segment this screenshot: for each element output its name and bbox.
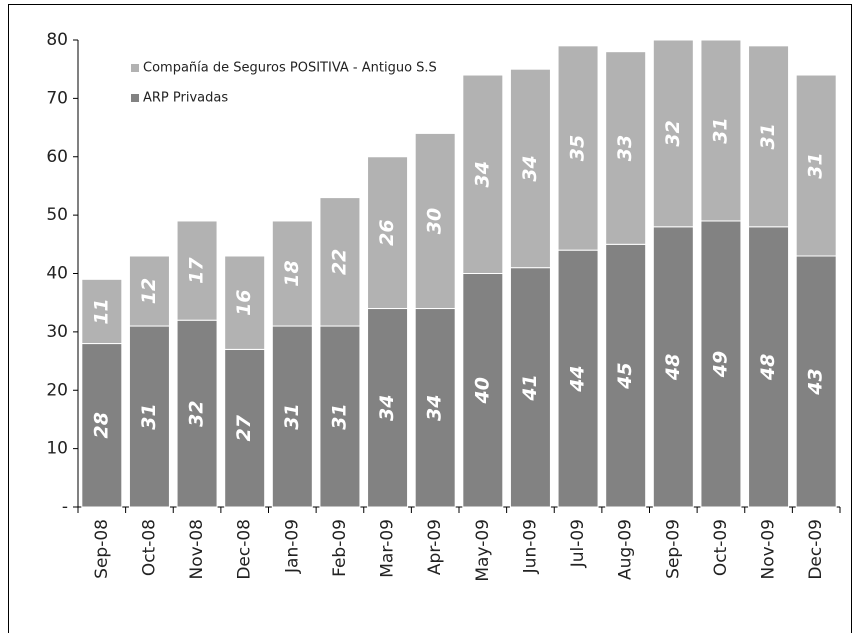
bar	[367, 156, 409, 310]
bar	[224, 348, 266, 508]
legend-label: Compañía de Seguros POSITIVA - Antiguo S…	[143, 61, 437, 76]
bar	[605, 51, 647, 245]
value-label: 11	[90, 298, 112, 324]
y-tick-label: -	[62, 497, 68, 517]
value-label: 31	[138, 403, 160, 429]
x-tick-label: Nov-09	[759, 519, 779, 580]
bar	[462, 273, 504, 508]
value-label: 27	[233, 414, 255, 441]
bar	[557, 45, 599, 251]
value-label: 31	[757, 123, 779, 149]
x-tick-label: May-09	[473, 519, 493, 582]
y-tick-label: 50	[46, 205, 68, 225]
y-tick-label: 10	[46, 439, 68, 459]
bar	[128, 255, 170, 327]
bar	[605, 243, 647, 508]
value-label: 32	[186, 400, 208, 426]
x-tick-label: Nov-08	[187, 519, 207, 580]
bar	[271, 325, 313, 508]
value-label: 28	[90, 412, 112, 438]
value-label: 31	[805, 152, 827, 178]
bar	[224, 255, 266, 350]
bar	[652, 39, 694, 228]
x-tick-label: Mar-09	[378, 519, 398, 578]
value-label: 31	[281, 403, 303, 429]
x-tick-label: Sep-08	[92, 519, 112, 579]
value-label: 35	[567, 135, 589, 161]
x-tick-label: Dec-09	[806, 519, 826, 580]
value-label: 34	[471, 161, 493, 187]
y-tick-label: 80	[46, 30, 68, 50]
y-tick-label: 70	[46, 88, 68, 108]
legend-swatch	[131, 94, 139, 102]
bar	[462, 74, 504, 275]
bar	[748, 45, 790, 228]
bar	[795, 74, 837, 257]
x-tick-label: Jul-09	[568, 519, 588, 568]
x-tick-label: Jun-09	[520, 519, 540, 574]
value-label: 34	[376, 395, 398, 421]
bar	[414, 132, 456, 310]
bar	[176, 319, 218, 508]
value-label: 34	[519, 155, 541, 181]
y-tick-label: 60	[46, 147, 68, 167]
value-label: 31	[328, 403, 350, 429]
value-label: 22	[328, 249, 350, 275]
value-label: 32	[662, 120, 684, 146]
y-tick-label: 20	[46, 380, 68, 400]
bar	[271, 220, 313, 327]
legend-swatch	[131, 64, 139, 72]
y-tick-label: 40	[46, 264, 68, 284]
bar	[319, 197, 361, 327]
value-label: 30	[424, 208, 446, 234]
bar	[652, 226, 694, 508]
legend-label: ARP Privadas	[143, 91, 228, 106]
value-label: 31	[709, 117, 731, 143]
value-label: 48	[757, 354, 779, 381]
bar	[176, 220, 218, 321]
y-tick-label: 30	[46, 322, 68, 342]
value-label: 40	[471, 377, 493, 404]
bar	[81, 343, 123, 508]
x-tick-label: Jan-09	[282, 519, 302, 574]
bar	[509, 68, 551, 269]
bar	[319, 325, 361, 508]
bar	[700, 220, 742, 508]
value-label: 12	[138, 278, 160, 304]
value-label: 26	[376, 219, 398, 245]
bar	[128, 325, 170, 508]
x-tick-label: Feb-09	[330, 519, 350, 577]
x-tick-label: Aug-09	[616, 519, 636, 580]
bar	[367, 308, 409, 508]
value-label: 18	[281, 260, 303, 286]
x-tick-label: Apr-09	[425, 519, 445, 575]
value-label: 17	[186, 257, 208, 284]
value-label: 48	[662, 354, 684, 381]
value-label: 49	[709, 351, 731, 378]
x-tick-label: Sep-09	[663, 519, 683, 579]
value-label: 43	[805, 368, 827, 395]
bar	[748, 226, 790, 508]
x-tick-label: Oct-09	[711, 519, 731, 576]
value-label: 45	[614, 362, 636, 389]
bar	[795, 255, 837, 508]
bar	[700, 39, 742, 222]
value-label: 16	[233, 289, 255, 315]
value-label: 44	[567, 365, 589, 392]
frame	[8, 4, 852, 633]
x-tick-label: Oct-08	[139, 519, 159, 576]
value-label: 33	[614, 135, 636, 161]
bar	[81, 278, 123, 345]
value-label: 34	[424, 395, 446, 421]
x-tick-label: Dec-08	[235, 519, 255, 580]
value-label: 41	[519, 374, 541, 401]
